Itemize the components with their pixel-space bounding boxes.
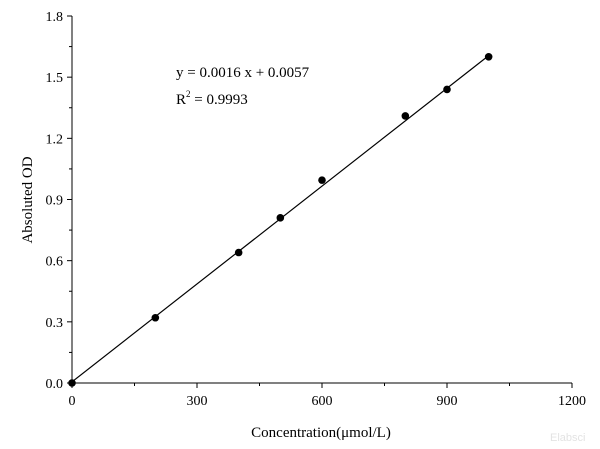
x-tick-label: 300 [187, 394, 208, 409]
marks [68, 52, 493, 387]
data-point [443, 85, 451, 94]
y-tick-label: 1.5 [46, 71, 64, 86]
x-tick-label: 0 [69, 394, 76, 409]
r2-superscript: 2 [186, 89, 191, 99]
watermark: Elabsci [550, 432, 585, 444]
r2-prefix: R [176, 92, 186, 108]
y-tick-label: 1.8 [46, 10, 64, 25]
data-point [484, 52, 493, 61]
y-tick-label: 1.2 [46, 132, 64, 147]
x-tick-label: 900 [437, 394, 458, 409]
y-axis-title: Absoluted OD [20, 156, 36, 243]
x-axis-title: Concentration(μmol/L) [251, 425, 391, 441]
y-tick-label: 0.0 [46, 377, 64, 392]
axes: 0 300 600 900 1200 0.0 0.3 0.6 0.9 1.2 1.5 1.8 [46, 10, 587, 409]
r2-value: = 0.9993 [191, 92, 248, 108]
data-point [151, 313, 160, 322]
y-tick-label: 0.9 [46, 194, 64, 209]
data-point [318, 176, 326, 184]
x-tick-label: 600 [312, 394, 333, 409]
data-point [68, 379, 76, 387]
data-point [276, 214, 285, 222]
data-point [234, 248, 243, 257]
equation-label: y = 0.0016 x + 0.0057 [176, 65, 310, 81]
x-tick-label: 1200 [558, 394, 586, 409]
r2-label: R2 = 0.9993 [176, 89, 248, 108]
data-point [401, 112, 410, 120]
y-tick-label: 0.6 [46, 255, 64, 270]
y-tick-label: 0.3 [46, 316, 64, 331]
